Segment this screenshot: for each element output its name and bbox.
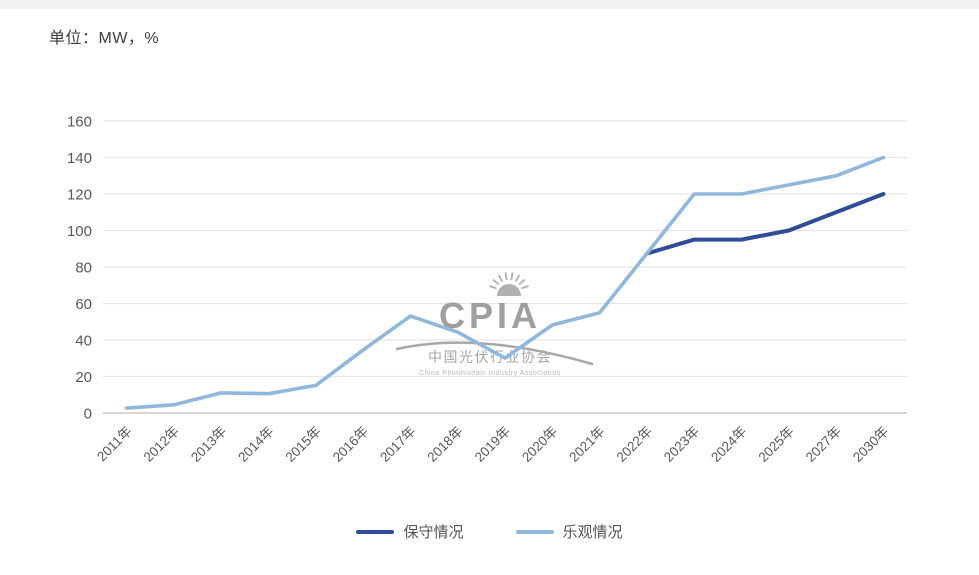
x-tick-label: 2020年 bbox=[519, 424, 560, 465]
x-tick-label: 2025年 bbox=[755, 424, 796, 465]
y-tick-label: 80 bbox=[75, 260, 92, 277]
series-line-optimistic bbox=[124, 155, 886, 410]
chart-canvas: 0 20 40 60 80 100 120 140 160 2011年 2012年 2013年 2014… bbox=[67, 114, 907, 465]
watermark-cn-name: 中国光伏行业协会 bbox=[428, 349, 552, 365]
cpia-watermark: CPIA 中国光伏行业协会 China Photovoltaic Industry … bbox=[395, 272, 594, 377]
y-tick-label: 60 bbox=[75, 296, 92, 313]
x-tick-label: 2011年 bbox=[94, 424, 135, 465]
legend-item-conservative: 保守情况 bbox=[356, 521, 464, 542]
watermark-en-name: China Photovoltaic Industry Association bbox=[419, 370, 561, 377]
x-tick-label: 2021年 bbox=[566, 424, 607, 465]
x-tick-label: 2019年 bbox=[472, 424, 513, 465]
legend-label-conservative: 保守情况 bbox=[403, 524, 464, 541]
x-tick-label: 2018年 bbox=[424, 424, 465, 465]
series-line-conservative bbox=[644, 192, 886, 256]
screenshot-top-edge bbox=[0, 0, 979, 9]
y-tick-label: 160 bbox=[67, 114, 92, 131]
x-tick-label: 2023年 bbox=[661, 424, 702, 465]
x-tick-label: 2012年 bbox=[141, 424, 182, 465]
legend-swatch-conservative bbox=[356, 529, 395, 534]
y-tick-label: 140 bbox=[67, 150, 92, 167]
x-tick-label: 2027年 bbox=[803, 424, 844, 465]
legend-swatch-optimistic bbox=[515, 529, 554, 534]
x-tick-label: 2022年 bbox=[614, 424, 655, 465]
y-tick-label: 100 bbox=[67, 223, 92, 240]
x-tick-label: 2016年 bbox=[330, 424, 371, 465]
x-tick-label: 2017年 bbox=[377, 424, 418, 465]
x-tick-label: 2030年 bbox=[850, 424, 891, 465]
y-tick-label: 40 bbox=[75, 333, 92, 350]
legend-item-optimistic: 乐观情况 bbox=[515, 521, 623, 542]
y-tick-label: 0 bbox=[84, 406, 92, 423]
watermark-acronym: CPIA bbox=[439, 295, 541, 336]
y-tick-label: 20 bbox=[75, 369, 92, 386]
legend-label-optimistic: 乐观情况 bbox=[562, 524, 623, 541]
y-tick-label: 120 bbox=[67, 187, 92, 204]
x-tick-label: 2013年 bbox=[188, 424, 229, 465]
x-tick-label: 2015年 bbox=[283, 424, 324, 465]
unit-label: 单位：MW，% bbox=[49, 30, 160, 47]
chart-legend: 保守情况 乐观情况 bbox=[0, 521, 979, 542]
sun-rays-icon bbox=[489, 272, 529, 296]
watermark-swoosh bbox=[395, 341, 594, 366]
x-tick-label: 2014年 bbox=[235, 424, 276, 465]
x-tick-label: 2024年 bbox=[708, 424, 749, 465]
